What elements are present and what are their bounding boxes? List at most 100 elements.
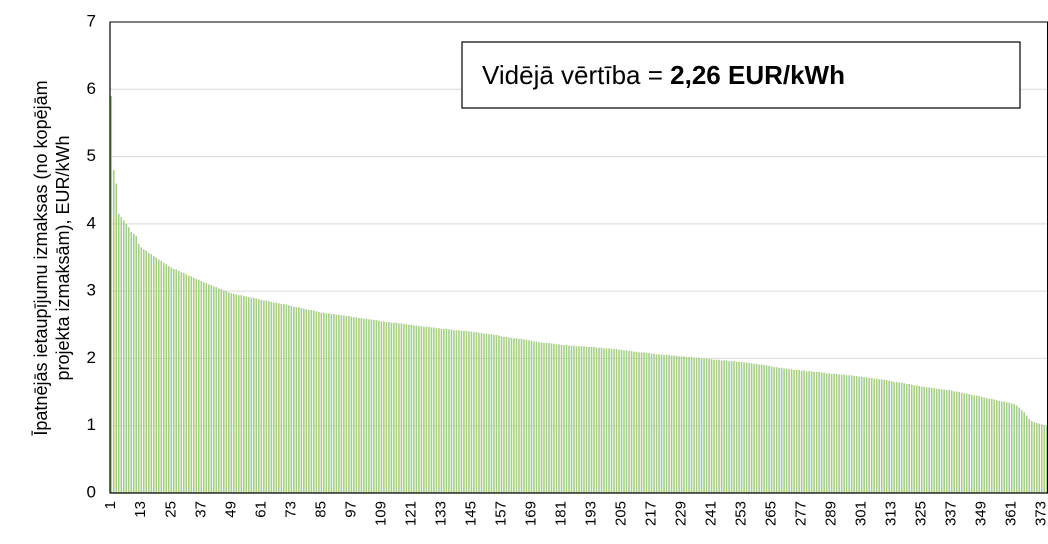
bar [130,231,133,493]
bar [965,393,968,493]
bar [958,392,961,493]
bar [733,361,735,493]
bar [990,398,993,493]
bar [880,379,883,493]
bar [1045,425,1048,493]
bar [350,316,353,493]
bar [240,295,243,493]
bar [645,353,648,493]
bar [745,362,748,493]
bar [850,375,853,493]
bar [333,314,335,493]
x-tick-label: 289 [823,501,840,526]
bar [943,389,945,493]
bar [403,324,405,493]
bar [180,272,183,493]
bar [600,347,603,493]
bar [785,368,788,493]
bar [1000,401,1003,493]
bar [345,316,348,493]
bar [117,213,120,493]
bar [365,318,368,493]
bar [493,334,495,493]
bar [860,376,863,493]
bar [213,286,215,493]
bar [420,326,423,493]
bar [370,319,373,493]
x-tick-label: 109 [372,501,389,526]
bar [715,359,718,493]
bar [960,392,963,493]
bar [260,299,263,493]
bar [142,249,145,493]
bar [875,378,878,493]
bar [290,305,293,493]
bar [330,314,333,493]
bar [963,393,966,493]
x-tick-label: 193 [582,501,599,526]
bar [380,321,383,493]
bar [210,285,213,493]
bar [968,394,971,493]
bar [478,332,480,493]
bar [228,292,230,493]
bar [953,391,956,493]
bar [205,283,208,493]
bar [555,344,558,493]
bar [450,329,453,493]
bar [313,310,315,493]
bar [463,330,465,493]
y-tick-label: 0 [87,482,96,501]
x-tick-label: 157 [492,501,509,526]
bar [933,388,935,493]
bar [643,352,645,493]
bar [395,322,398,493]
bar [750,363,753,493]
bar [698,357,700,493]
bar [530,340,533,493]
bar [363,318,365,493]
bar [888,380,890,493]
bar [353,317,355,493]
bar [975,395,978,493]
bar [805,371,808,493]
bar [655,354,658,493]
bar [995,400,998,493]
bar [545,342,548,493]
bar [1020,410,1023,493]
bar [840,374,843,493]
bar [475,332,478,493]
bar [440,328,443,493]
bar [598,347,600,493]
bar [768,365,770,493]
bar [305,309,308,493]
bar [590,346,593,493]
bar [720,360,723,493]
bar [710,359,713,493]
bar [318,312,320,493]
annotation-text: Vidējā vērtība = [482,60,663,90]
bar [230,293,233,493]
bar [503,336,505,493]
bar [488,334,490,493]
bar [595,347,598,493]
bar [625,350,628,493]
x-tick-label: 1 [102,501,119,509]
bar [263,300,265,493]
y-axis-title: Īpatnējās ietaupījumu izmaksas (no kopēj… [31,80,73,435]
bar [1028,418,1031,493]
y-tick-label: 2 [87,348,96,367]
bar [630,351,633,493]
bar [923,386,925,493]
bar [220,289,223,493]
bar [675,355,678,493]
bar [1010,403,1013,493]
bar [453,330,455,493]
bar [853,375,855,493]
bar [608,348,610,493]
bar [175,269,178,493]
bar [243,295,245,493]
bar [815,371,818,493]
bar [593,346,595,493]
bar [765,365,768,493]
